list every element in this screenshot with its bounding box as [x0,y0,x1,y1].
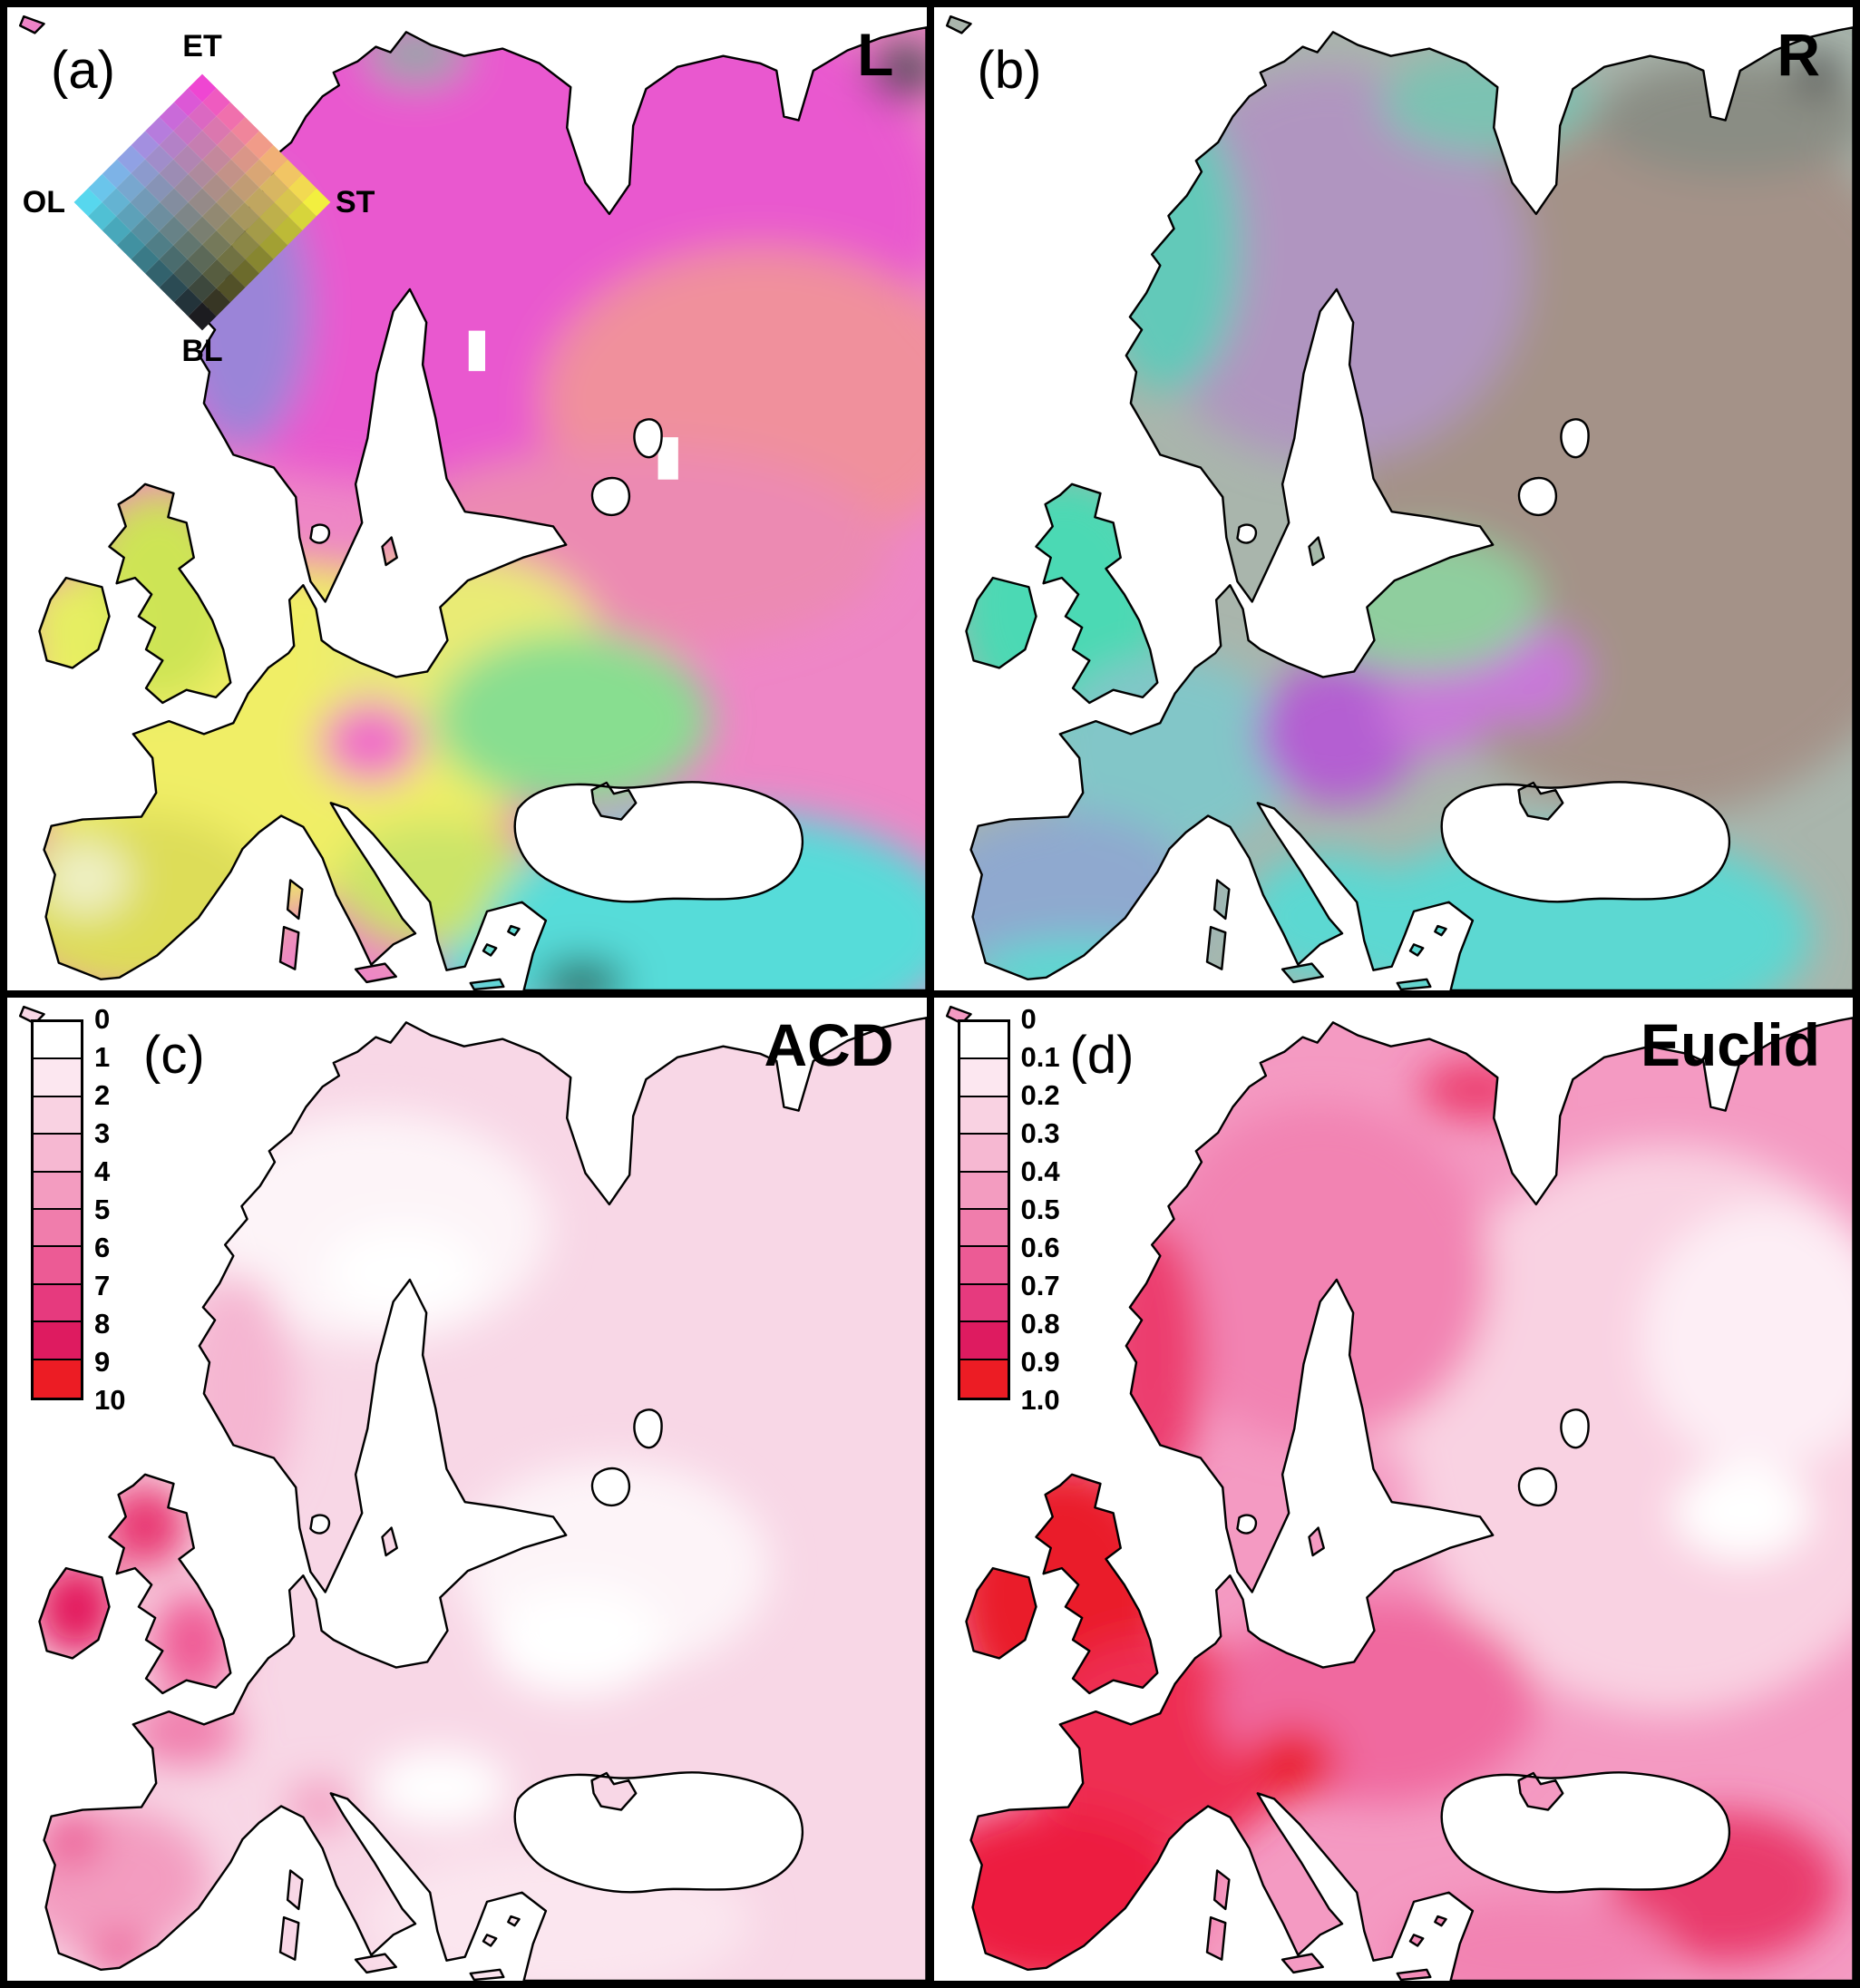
colorbar-tick: 3 [94,1117,111,1149]
color-region [1257,661,1419,805]
panel-d-title: Euclid [1640,1011,1820,1078]
color-region [490,1585,665,1696]
colorbar-tick: 2 [94,1079,111,1111]
legend-label-ol: OL [22,185,65,219]
panel-a: (a) L ET OL ST BL [7,7,927,990]
panel-c: 0 1 2 3 4 5 6 7 8 9 10 (c) ACD [7,998,927,1981]
colorbar-box [959,1322,1008,1360]
legend-label-bl: BL [181,334,223,368]
colorbar-box [959,1135,1008,1173]
color-region [537,959,627,990]
panel-c-title: ACD [764,1011,894,1078]
data-gap [657,437,678,480]
legend-label-st: ST [336,185,375,219]
colorbar-acd: 0 1 2 3 4 5 6 7 8 9 10 [31,1005,248,1418]
color-region [287,1782,354,1830]
colorbar-tick: 6 [94,1232,111,1263]
colorbar-box [34,1135,81,1173]
color-region [365,21,467,86]
colorbar-tick: 9 [94,1346,111,1378]
colorbar-tick: 0.9 [1020,1346,1060,1378]
colorbar-box [959,1059,1008,1097]
color-region [1595,57,1853,178]
europe-map-b [945,15,1853,990]
color-region [151,1591,236,1694]
colorbar-box [34,1022,81,1060]
colorbar-box [34,1172,81,1210]
colorbar-box [34,1096,81,1135]
colorbar-tick: 10 [94,1384,126,1416]
panel-d-label: (d) [1069,1026,1135,1085]
panel-c-label: (c) [143,1026,205,1085]
color-region [126,1699,241,1766]
colorbar-tick: 8 [94,1308,111,1340]
color-region [868,44,927,100]
colorbar-box [34,1209,81,1248]
panel-b: (b) R [933,7,1853,990]
color-region [1796,54,1840,93]
color-region [319,700,422,784]
panel-d: 0 0.1 0.2 0.3 0.4 0.5 0.6 0.7 0.8 0.9 1.… [933,998,1853,1981]
color-region [324,1225,481,1321]
color-region [1418,1059,1534,1119]
europe-map-c [18,1005,927,1981]
color-region [1149,1103,1490,1444]
panel-b-title: R [1777,21,1820,88]
panel-b-label: (b) [977,41,1042,100]
color-region [1310,533,1541,672]
data-gap [468,330,486,372]
color-region [370,1749,509,1827]
colorbar-tick: 5 [94,1194,111,1225]
panel-a-label: (a) [51,41,115,100]
color-region [1248,1728,1337,1798]
colorbar-tick: 1.0 [1020,1384,1060,1416]
color-region [1641,1204,1853,1471]
colorbar-box [959,1284,1008,1323]
colorbar-box [959,1022,1008,1060]
colorbar-tick: 0.5 [1020,1194,1060,1225]
colorbar-boxes [31,1019,83,1400]
colorbar-tick: 1 [94,1041,111,1073]
colorbar-box [34,1322,81,1360]
colorbar-tick: 0.1 [1020,1041,1060,1073]
color-region [434,631,711,807]
color-region [20,1806,209,1954]
colorbar-box [34,1059,81,1097]
colorbar-box [959,1359,1008,1398]
colorbar-box [959,1209,1008,1248]
colorbar-boxes [957,1019,1010,1400]
colorbar-box [34,1359,81,1398]
color-region [102,1483,188,1569]
colorbar-tick: 0.8 [1020,1308,1060,1340]
colorbar-tick: 4 [94,1155,111,1187]
colorbar-tick: 0 [1020,1003,1037,1035]
colorbar-box [34,1247,81,1285]
europe-map-d [945,1005,1853,1981]
colorbar-box [34,1284,81,1323]
color-region [42,1808,102,1868]
colorbar-tick: 0.7 [1020,1270,1060,1301]
colorbar-euclid: 0 0.1 0.2 0.3 0.4 0.5 0.6 0.7 0.8 0.9 1.… [957,1005,1175,1418]
legend-label-et: ET [182,29,222,63]
colorbar-tick: 0.6 [1020,1232,1060,1263]
colorbar-tick: 0.2 [1020,1079,1060,1111]
panel-a-title: L [857,21,894,88]
colorbar-box [959,1096,1008,1135]
colorbar-box [959,1172,1008,1210]
colorbar-tick: 0.4 [1020,1155,1060,1187]
color-region [1131,66,1527,463]
color-region [1673,1464,1812,1561]
europe-map-a [18,15,927,990]
colorbar-tick: 0.3 [1020,1117,1060,1149]
color-region [41,841,130,915]
colorbar-tick: 7 [94,1270,111,1301]
colorbar-tick: 0 [94,1003,111,1035]
color-region [34,1561,119,1657]
colorbar-box [959,1247,1008,1285]
